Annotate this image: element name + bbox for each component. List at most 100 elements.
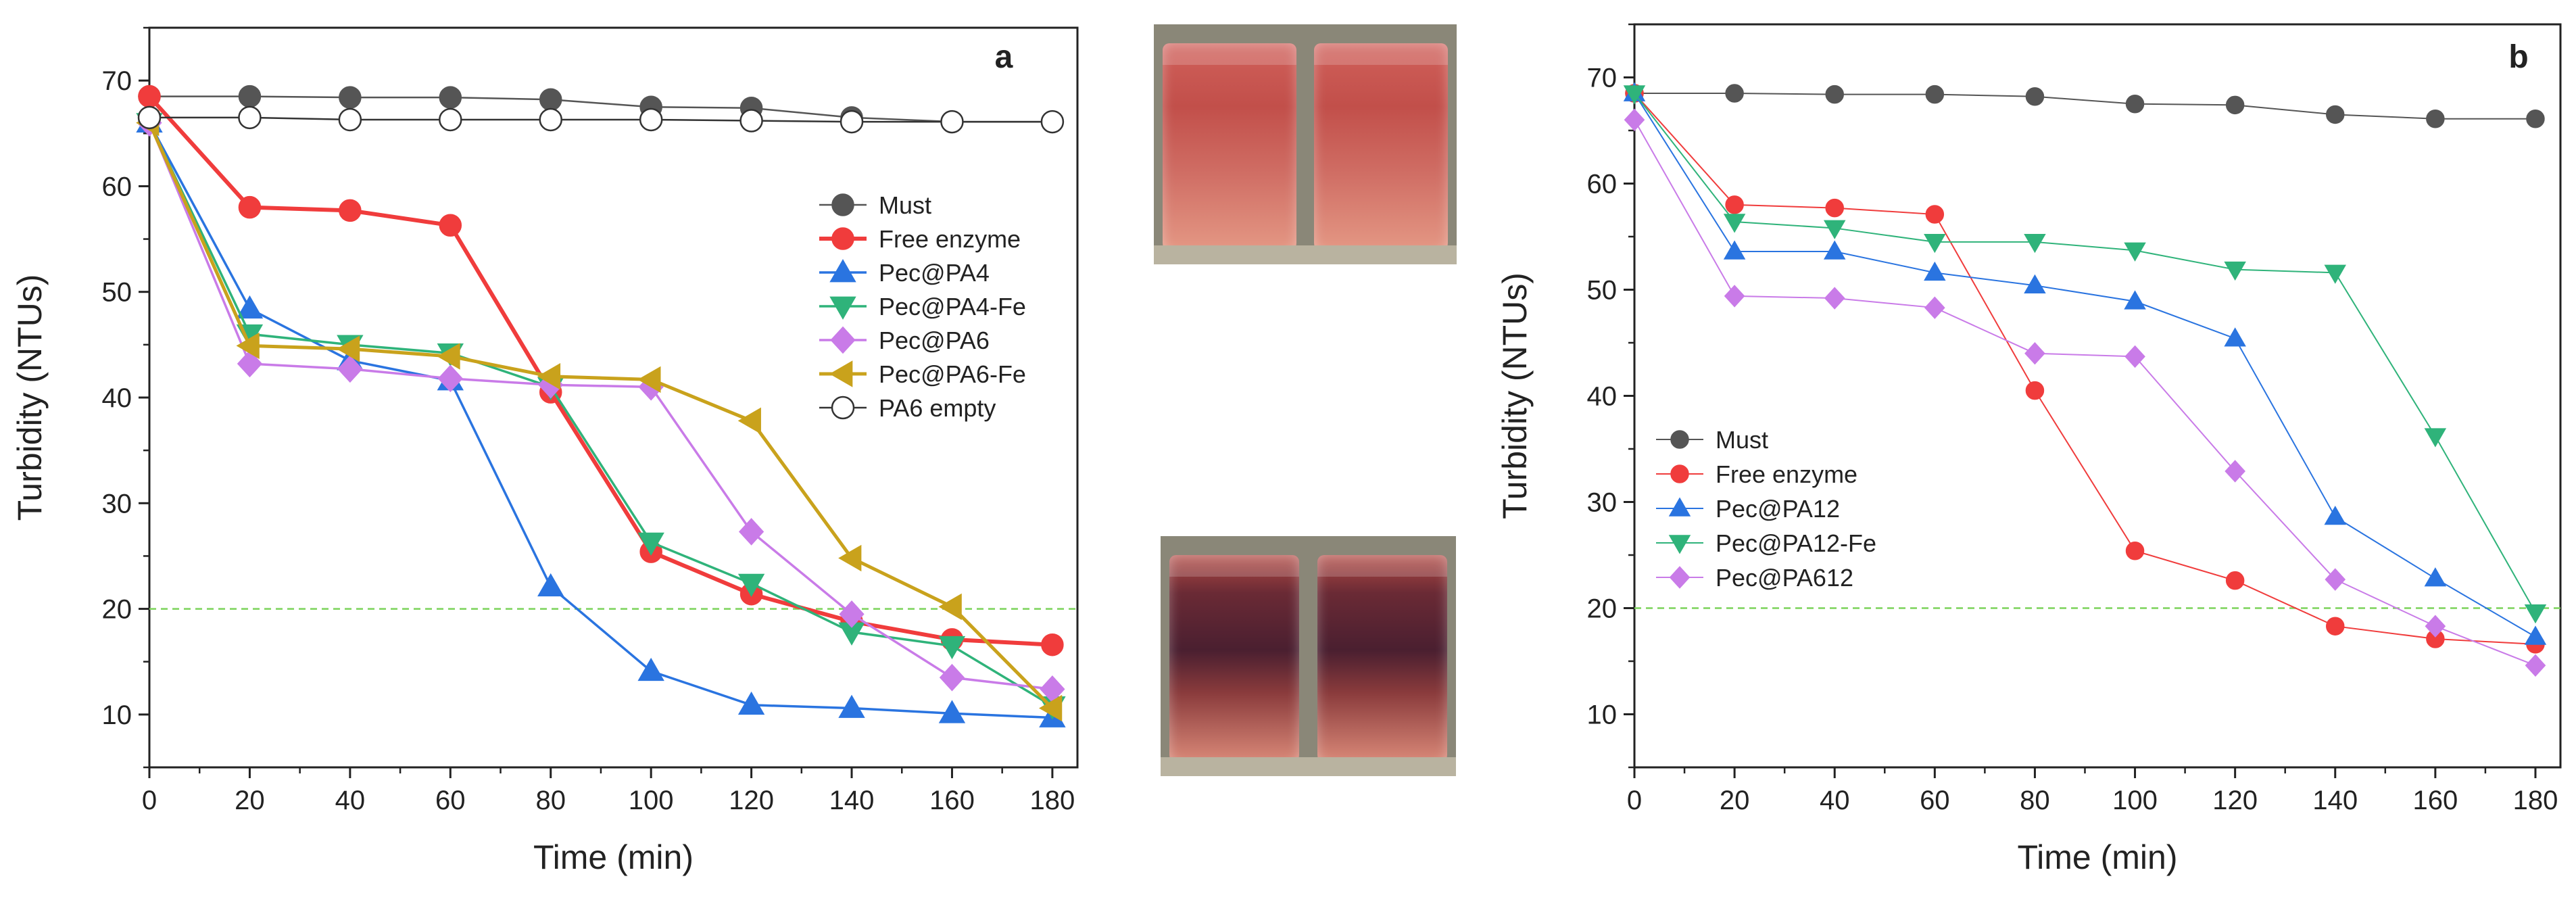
data-point [2125,95,2145,114]
data-point [1825,198,1844,218]
legend-item: Must [819,191,931,219]
data-point [1723,214,1746,233]
x-axis-title: Time (min) [533,838,694,876]
data-point [1924,296,1945,319]
x-tick-label: 180 [2513,786,2558,815]
legend-item: Free enzyme [819,225,1021,253]
series-line [149,95,1052,123]
data-point [1725,84,1744,103]
data-point [539,107,562,132]
data-point [838,544,862,572]
x-tick-label: 80 [2020,786,2050,815]
y-tick-label: 20 [102,595,132,625]
data-point [2325,568,2346,591]
data-point [1925,85,1945,104]
x-tick-label: 140 [829,786,875,815]
legend-label: Pec@PA612 [1716,564,1853,592]
legend-item: Pec@PA4-Fe [819,293,1026,320]
data-point [439,214,462,237]
data-point [739,109,763,133]
data-point [1624,108,1645,132]
legend-swatch-marker [829,296,856,320]
series-line [147,95,1053,647]
data-point [938,593,962,621]
data-point [2224,261,2246,281]
x-tick-label: 160 [929,786,975,815]
legend-label: Pec@PA6 [879,327,990,354]
legend-swatch-marker [1668,497,1691,517]
legend-swatch-marker [829,360,853,387]
series-pec-pa12-fe [1623,85,2547,624]
legend-label: Must [879,191,931,219]
data-point [337,355,363,383]
y-tick-label: 60 [1587,170,1618,199]
data-point [2025,381,2045,400]
series-line [1634,93,2536,638]
legend-label: Pec@PA4 [879,259,990,287]
data-point [339,199,362,222]
legend-label: Pec@PA12-Fe [1716,529,1876,557]
data-point [1725,195,1744,214]
x-tick-label: 20 [235,786,265,815]
jar-left [1163,43,1296,255]
y-tick-label: 50 [102,278,132,308]
data-point [2124,345,2145,368]
data-point [637,366,661,393]
data-point [940,110,964,134]
series-pec-pa12 [1623,82,2547,645]
y-axis-title: Turbidity (NTUs) [1496,272,1534,519]
series-line [149,116,1052,123]
y-tick-label: 10 [102,700,132,730]
data-point [738,518,764,546]
series-line [147,122,1054,710]
jar-left [1169,555,1300,767]
data-point [2025,87,2045,106]
data-point [537,573,564,597]
series-line [148,122,1052,719]
data-point [439,86,462,109]
legend-swatch-marker [831,193,854,216]
legend-label: Pec@PA6-Fe [879,360,1026,388]
jar-right [1314,43,1448,255]
x-tick-label: 140 [2312,786,2358,815]
data-point [237,350,263,378]
data-point [2225,460,2245,483]
legend-label: Free enzyme [1716,460,1857,488]
photo-before-clarification [1154,24,1457,264]
series-pec-pa612 [1624,108,2546,677]
data-point [2024,274,2046,294]
series-pec-pa6 [137,109,1065,703]
data-point [1723,240,1746,260]
data-point [2024,341,2045,365]
panel-b-chart: 0 20 40 60 80 100 120 140 160 180 10 20 30 40 50 60 70 Ti… [1496,23,2562,876]
data-point [2526,109,2545,128]
legend-label: Pec@PA4-Fe [879,293,1026,320]
x-tick-label: 0 [142,786,157,815]
y-axis-title: Turbidity (NTUs) [11,274,49,521]
data-point [2324,506,2347,525]
legend-item: Pec@PA612 [1656,564,1853,592]
data-point [2024,234,2046,254]
data-point [2524,625,2547,645]
legend-swatch-marker [829,259,856,283]
y-tick-label: 70 [102,66,132,96]
x-tick-label: 100 [2112,786,2158,815]
legend-label: Free enzyme [879,225,1021,253]
data-point [2524,604,2547,624]
x-tick-label: 160 [2412,786,2458,815]
data-point [437,343,460,370]
legend-swatch-marker [1670,464,1689,483]
legend-item: Must [1656,426,1768,454]
legend-item: PA6 empty [819,394,996,422]
data-point [2124,290,2146,310]
series-pa6-empty [137,105,1065,134]
legend-label: PA6 empty [879,394,996,422]
legend-swatch-marker [831,227,854,250]
data-point [737,691,765,715]
data-point [236,295,264,319]
data-point [2124,242,2146,262]
data-point [2525,654,2546,677]
legend-item: Free enzyme [1656,460,1857,488]
data-point [939,663,965,692]
